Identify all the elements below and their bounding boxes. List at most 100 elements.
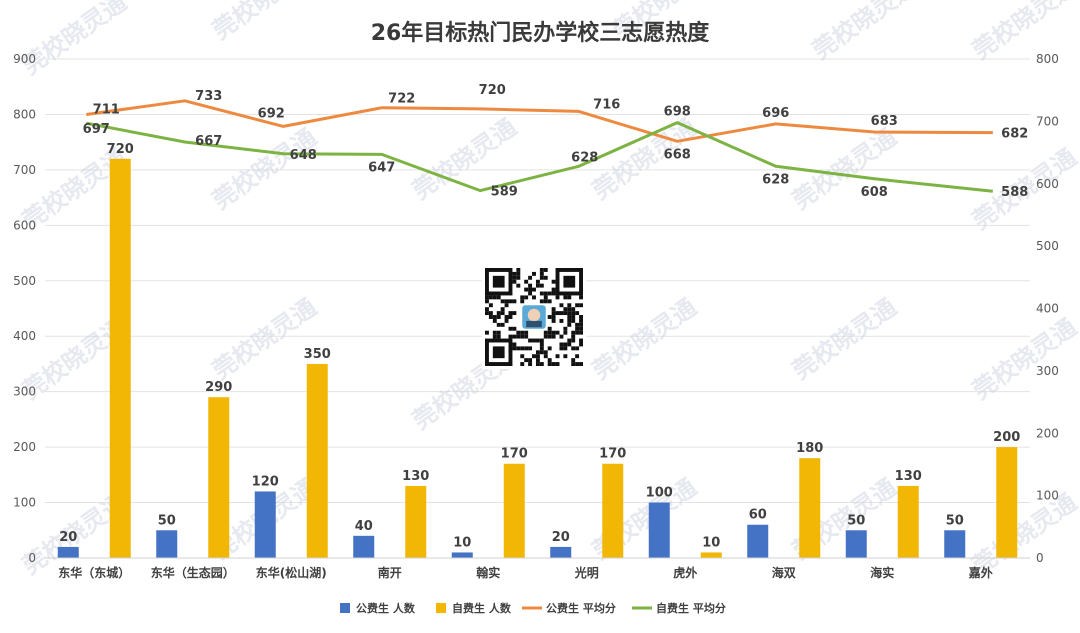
line-data-label: 696 (762, 106, 789, 121)
bar-data-label: 50 (158, 513, 176, 528)
bar (897, 485, 919, 558)
bar (405, 485, 427, 558)
qr-module (500, 307, 505, 312)
qr-module (551, 307, 556, 312)
line-data-label: 588 (1001, 185, 1028, 200)
line-data-label: 683 (871, 114, 898, 129)
qr-module (551, 330, 556, 335)
qr-module (500, 311, 505, 316)
watermark-text: 莞校晓灵通 (967, 313, 1080, 405)
qr-module (512, 326, 517, 331)
bar (254, 491, 276, 558)
x-axis-category-label: 海实 (870, 565, 894, 580)
right-axis-tick-label: 400 (1036, 302, 1059, 316)
qr-module (496, 334, 501, 339)
qr-module (508, 315, 513, 319)
qr-center-logo (526, 320, 542, 328)
qr-module (551, 291, 556, 296)
qr-module (571, 346, 576, 351)
bar (451, 552, 473, 558)
bar-data-label: 170 (501, 447, 528, 462)
qr-module (563, 330, 568, 335)
qr-module (547, 346, 552, 351)
qr-module (567, 311, 572, 316)
bar-data-label: 20 (59, 530, 77, 545)
bar (353, 535, 375, 558)
qr-module (579, 295, 583, 300)
qr-module (524, 279, 529, 284)
bar-data-label: 120 (252, 474, 279, 489)
qr-module (539, 338, 544, 343)
qr-module (559, 318, 564, 323)
qr-module (563, 346, 568, 351)
qr-module (528, 291, 533, 296)
right-axis-tick-label: 0 (1036, 551, 1044, 565)
qr-module (504, 303, 509, 308)
line-data-label: 628 (571, 150, 598, 165)
qr-module (535, 350, 540, 355)
qr-module (535, 358, 540, 363)
x-axis-category-label: 虎外 (673, 565, 697, 580)
lines-layer (86, 99, 993, 193)
qr-module (516, 268, 521, 272)
qr-module (567, 338, 572, 343)
watermark-text: 莞校晓灵通 (967, 0, 1080, 65)
watermark-text: 莞校晓灵通 (207, 123, 321, 215)
line-data-label: 698 (664, 105, 691, 120)
bar-data-label: 50 (946, 513, 964, 528)
qr-module (528, 283, 533, 288)
qr-module (539, 362, 544, 366)
qr-module (512, 346, 517, 351)
qr-module (496, 315, 501, 319)
left-axis-tick-label: 700 (13, 163, 36, 177)
qr-module (516, 271, 521, 276)
qr-module (551, 318, 556, 323)
qr-module (555, 330, 560, 335)
qr-module (575, 362, 580, 366)
chart-title: 26年目标热门民办学校三志愿热度 (371, 20, 711, 46)
bar (845, 530, 867, 558)
qr-module (579, 318, 583, 323)
qr-module (535, 283, 540, 288)
x-axis-category-label: 南开 (378, 565, 402, 580)
qr-module (532, 338, 536, 343)
qr-module (579, 338, 583, 343)
bar-data-label: 720 (107, 142, 134, 157)
qr-module (543, 299, 548, 304)
qr-module (563, 342, 568, 347)
qr-module (508, 326, 513, 331)
watermark-text: 莞校晓灵通 (17, 0, 131, 80)
qr-module (563, 295, 568, 300)
bar (109, 158, 131, 559)
qr-module (563, 354, 568, 359)
bar (57, 546, 79, 558)
qr-module (520, 346, 525, 351)
qr-module (543, 350, 548, 355)
qr-module (496, 295, 501, 300)
bar (799, 458, 821, 558)
qr-module (516, 275, 521, 280)
qr-module (539, 299, 544, 304)
bar-data-label: 40 (355, 519, 373, 534)
left-axis-tick-label: 900 (13, 52, 36, 66)
qr-module (485, 330, 489, 335)
qr-module (559, 311, 564, 316)
qr-module (504, 318, 509, 323)
qr-module (551, 334, 556, 339)
qr-module (516, 346, 521, 351)
legend-entry: 公费生 平均分 (546, 601, 616, 615)
qr-finder (492, 346, 505, 359)
qr-module (579, 362, 583, 366)
qr-module (543, 268, 548, 272)
qr-module (559, 303, 564, 308)
qr-module (508, 299, 513, 304)
qr-module (488, 311, 493, 316)
qr-module (528, 346, 533, 351)
qr-module (524, 330, 529, 335)
qr-module (485, 311, 489, 316)
qr-module (571, 318, 576, 323)
line-data-label: 720 (479, 83, 506, 98)
line-series (86, 99, 993, 143)
qr-module (551, 287, 556, 292)
left-axis-tick-label: 300 (13, 385, 36, 399)
